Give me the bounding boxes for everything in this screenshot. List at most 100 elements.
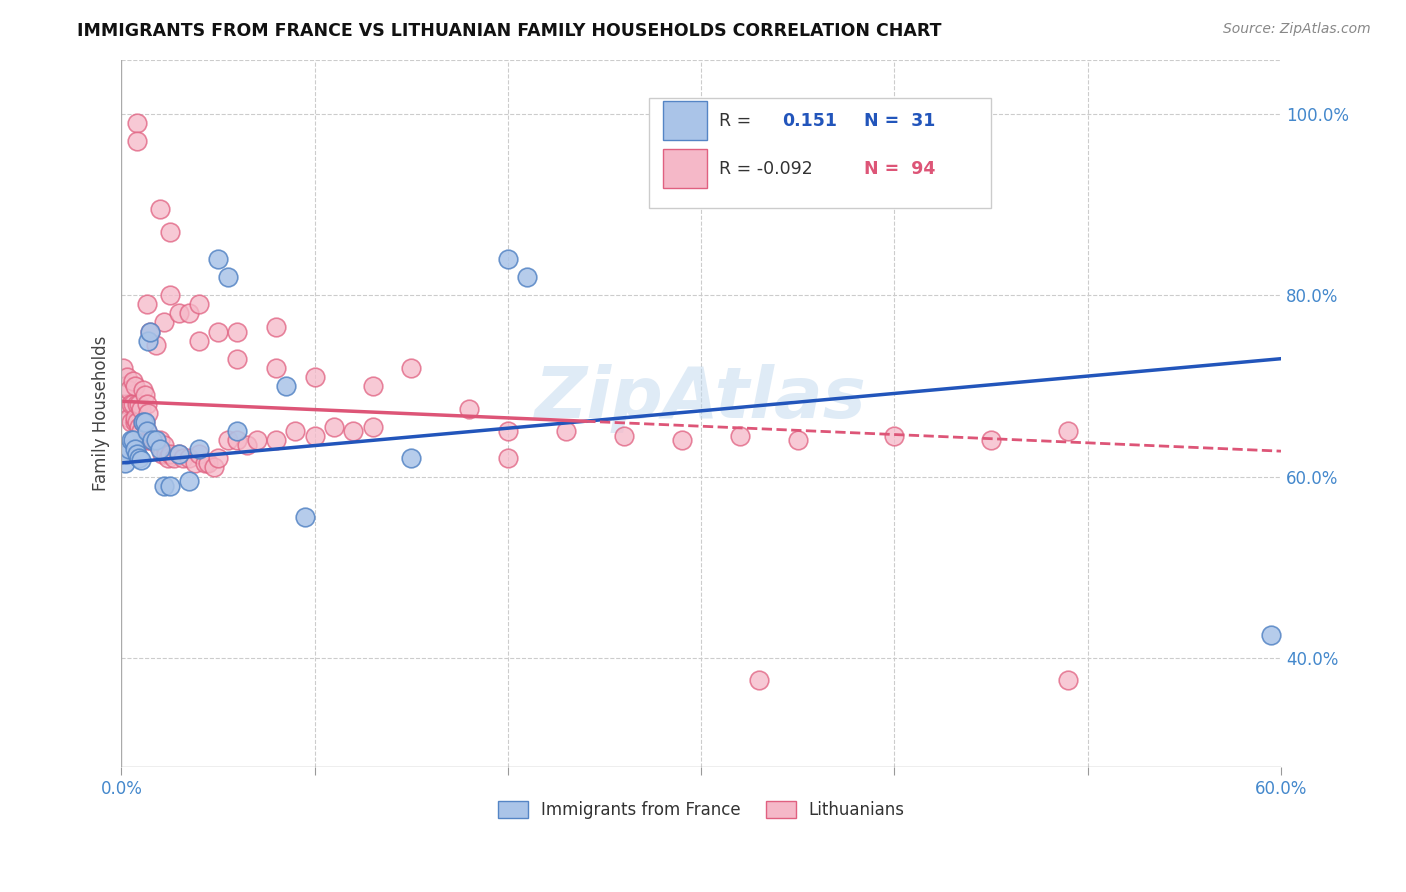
Point	[187, 442, 209, 457]
Point	[139, 325, 162, 339]
Point	[145, 434, 167, 448]
Point	[197, 456, 219, 470]
Point	[128, 419, 150, 434]
Point	[134, 415, 156, 429]
Text: R = -0.092: R = -0.092	[718, 160, 813, 178]
Point	[274, 379, 297, 393]
Point	[361, 419, 384, 434]
Point	[555, 424, 578, 438]
Point	[207, 325, 229, 339]
Point	[115, 397, 138, 411]
Point	[748, 673, 770, 688]
Point	[150, 447, 173, 461]
Point	[118, 410, 141, 425]
Point	[496, 424, 519, 438]
Point	[138, 406, 160, 420]
Point	[129, 424, 152, 438]
Point	[124, 442, 146, 457]
Point	[169, 447, 191, 461]
Point	[135, 424, 157, 438]
Legend: Immigrants from France, Lithuanians: Immigrants from France, Lithuanians	[491, 794, 911, 825]
Text: 0.151: 0.151	[782, 112, 838, 129]
Point	[112, 397, 135, 411]
Point	[401, 360, 423, 375]
Point	[125, 134, 148, 148]
Text: N =  31: N = 31	[863, 112, 935, 129]
Point	[187, 447, 209, 461]
Point	[135, 397, 157, 411]
Point	[162, 451, 184, 466]
Point	[217, 434, 239, 448]
Point	[124, 410, 146, 425]
Text: ZipAtlas: ZipAtlas	[536, 365, 868, 434]
Point	[177, 474, 200, 488]
Point	[143, 434, 166, 448]
Point	[342, 424, 364, 438]
Point	[177, 451, 200, 466]
Point	[141, 434, 163, 448]
FancyBboxPatch shape	[650, 98, 991, 208]
Point	[184, 456, 207, 470]
Point	[114, 406, 136, 420]
Point	[141, 434, 163, 448]
Point	[112, 360, 135, 375]
Point	[728, 428, 751, 442]
Point	[159, 478, 181, 492]
Point	[177, 306, 200, 320]
Y-axis label: Family Households: Family Households	[93, 335, 110, 491]
Point	[124, 379, 146, 393]
Point	[129, 401, 152, 416]
Point	[139, 434, 162, 448]
Point	[217, 270, 239, 285]
Point	[135, 424, 157, 438]
Point	[114, 456, 136, 470]
Point	[118, 442, 141, 457]
Point	[169, 306, 191, 320]
Point	[207, 252, 229, 266]
Point	[159, 225, 181, 239]
Point	[496, 451, 519, 466]
Point	[193, 456, 215, 470]
Point	[128, 451, 150, 466]
Point	[883, 428, 905, 442]
Point	[226, 434, 249, 448]
Point	[153, 438, 176, 452]
Point	[1057, 673, 1080, 688]
Point	[149, 202, 172, 216]
Point	[156, 451, 179, 466]
Point	[323, 419, 346, 434]
Point	[131, 415, 153, 429]
Point	[294, 510, 316, 524]
Point	[115, 369, 138, 384]
Point	[134, 388, 156, 402]
Point	[226, 424, 249, 438]
Point	[120, 397, 142, 411]
Point	[145, 338, 167, 352]
Point	[122, 434, 145, 448]
Text: IMMIGRANTS FROM FRANCE VS LITHUANIAN FAMILY HOUSEHOLDS CORRELATION CHART: IMMIGRANTS FROM FRANCE VS LITHUANIAN FAM…	[77, 22, 942, 40]
Point	[786, 434, 808, 448]
Point	[226, 325, 249, 339]
Point	[114, 379, 136, 393]
Point	[236, 438, 259, 452]
Point	[115, 447, 138, 461]
Point	[125, 397, 148, 411]
Point	[172, 451, 194, 466]
Point	[125, 447, 148, 461]
Point	[187, 297, 209, 311]
Point	[120, 434, 142, 448]
Point	[135, 297, 157, 311]
Point	[128, 397, 150, 411]
Point	[284, 424, 307, 438]
FancyBboxPatch shape	[664, 101, 707, 140]
Point	[1057, 424, 1080, 438]
Point	[1260, 628, 1282, 642]
Point	[146, 438, 169, 452]
Point	[980, 434, 1002, 448]
Point	[496, 252, 519, 266]
Point	[122, 397, 145, 411]
Point	[207, 451, 229, 466]
Text: Source: ZipAtlas.com: Source: ZipAtlas.com	[1223, 22, 1371, 37]
Point	[202, 460, 225, 475]
Point	[401, 451, 423, 466]
